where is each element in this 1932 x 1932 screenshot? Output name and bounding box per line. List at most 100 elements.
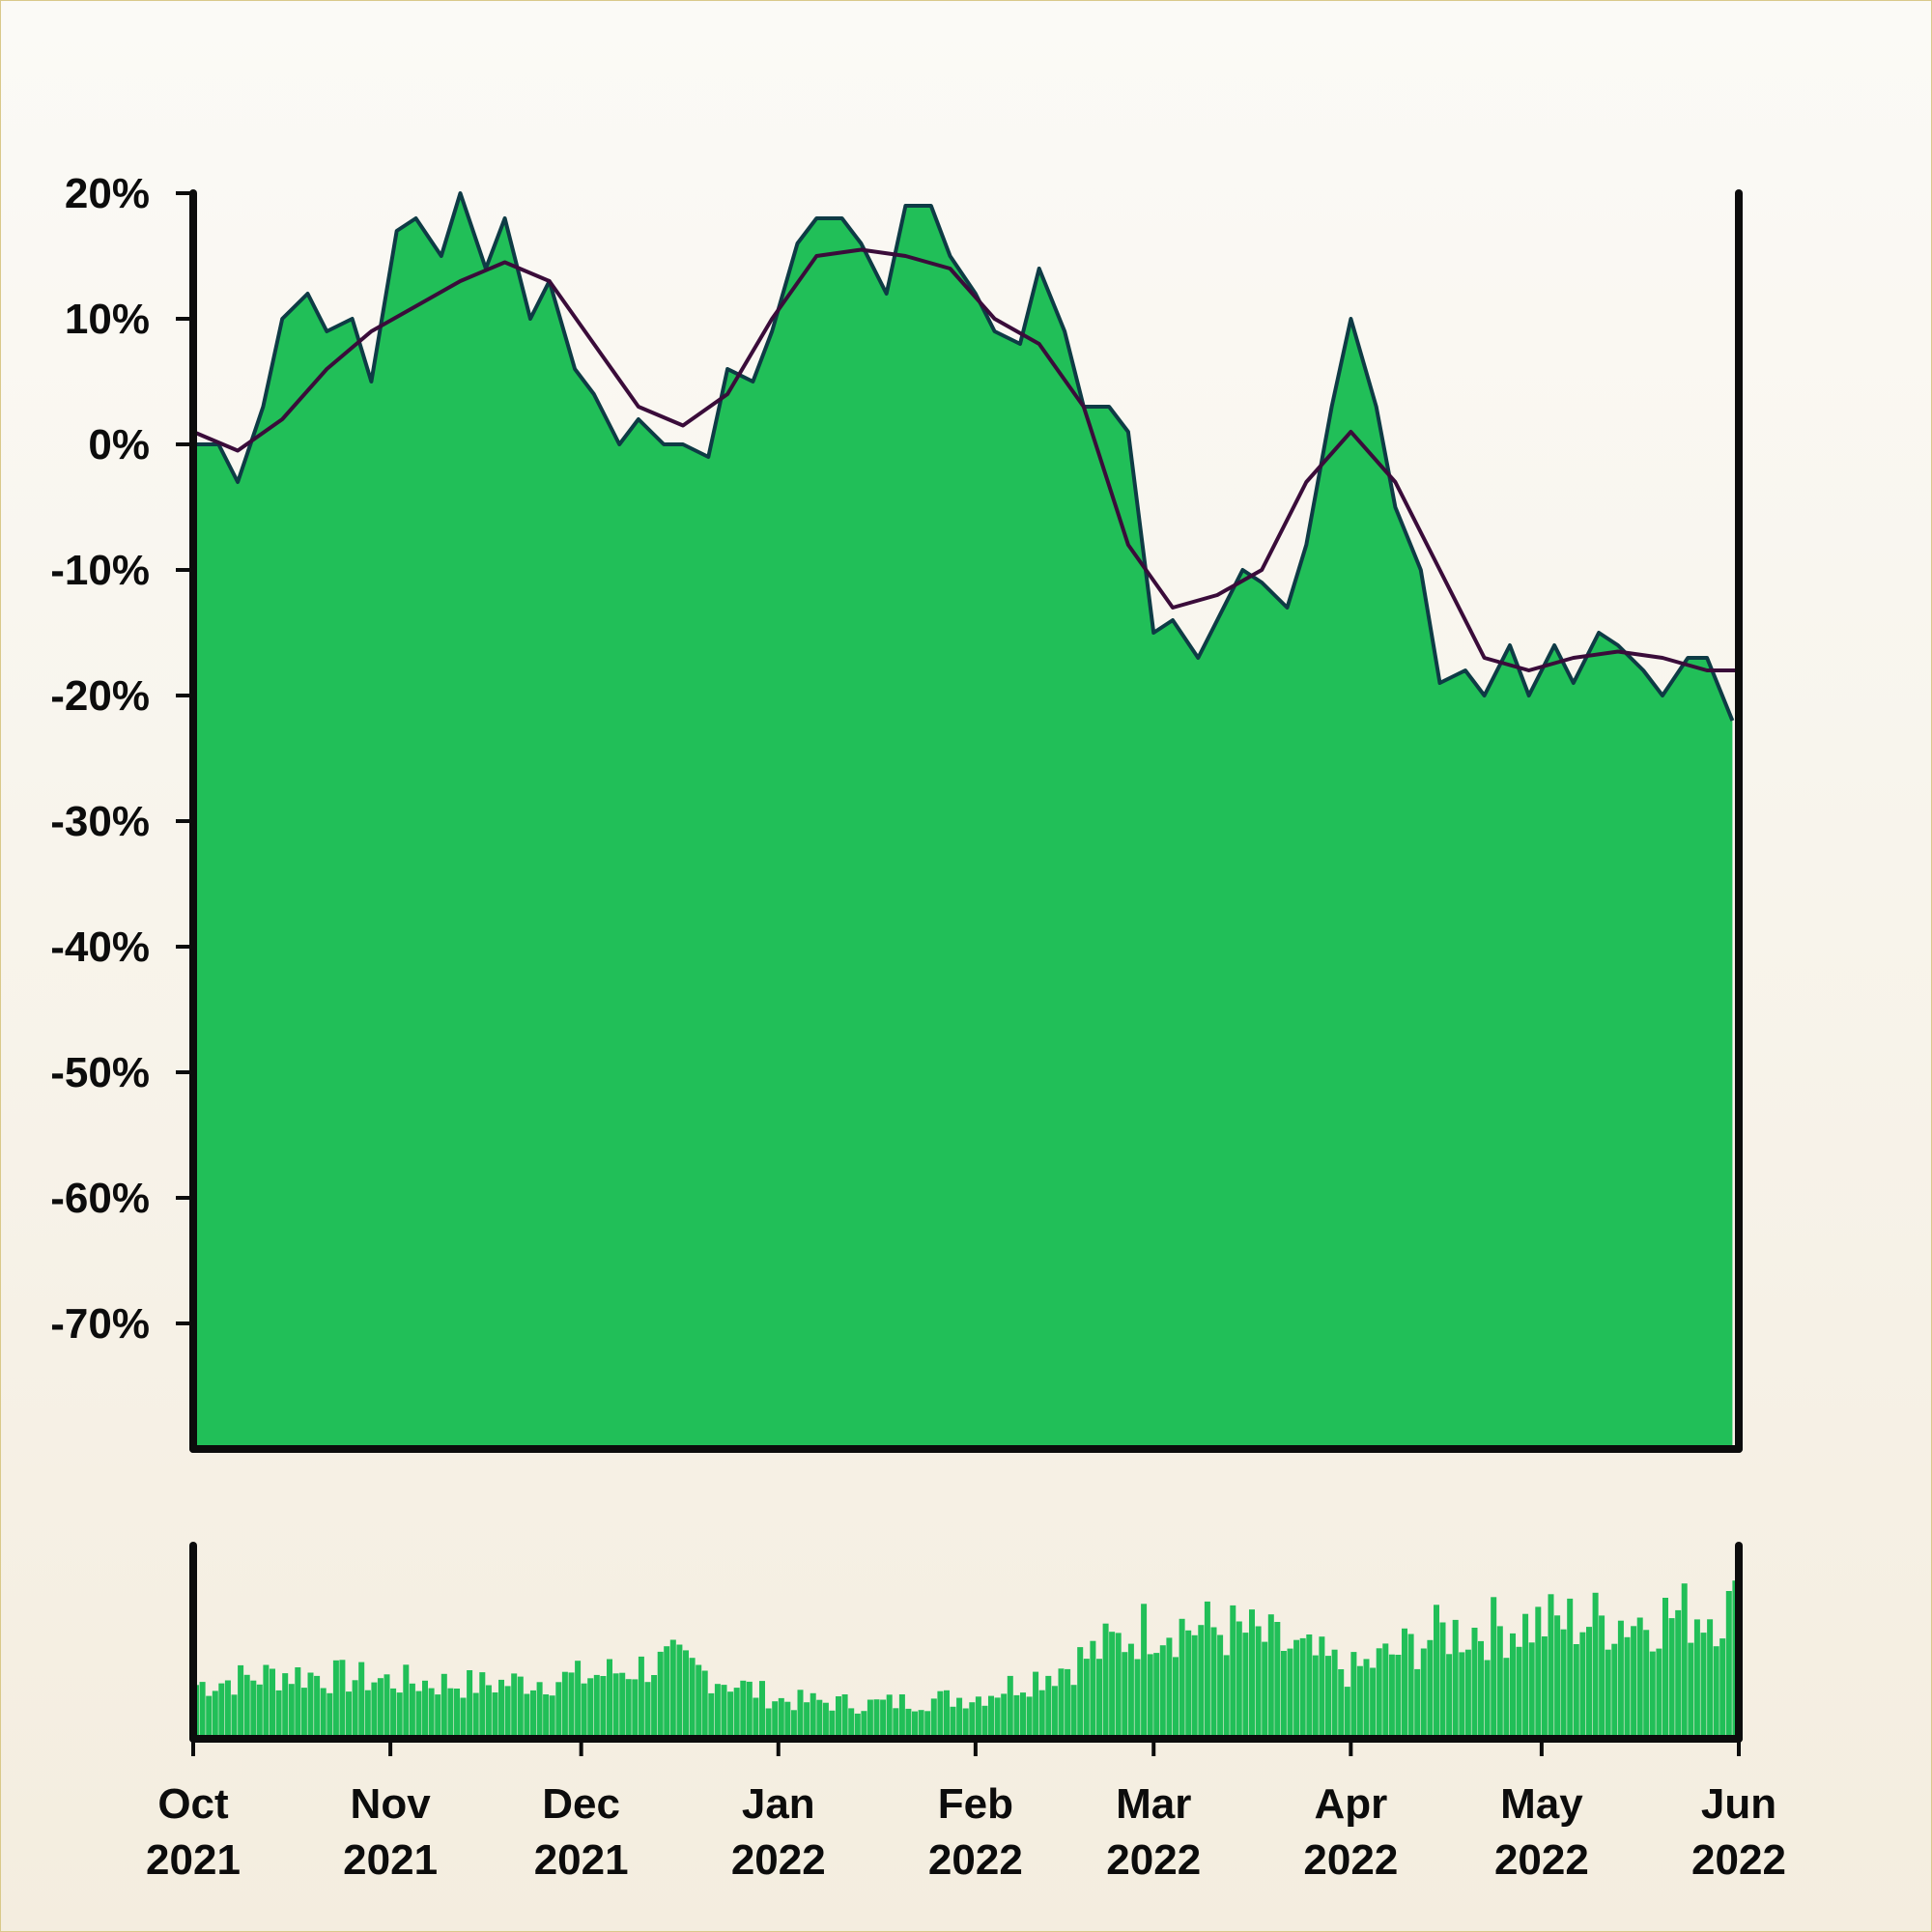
volume-bar bbox=[415, 1690, 422, 1739]
volume-bar bbox=[1033, 1671, 1039, 1739]
volume-bar bbox=[1713, 1646, 1719, 1739]
volume-bar bbox=[676, 1644, 683, 1739]
volume-bar bbox=[1617, 1620, 1624, 1739]
volume-bar bbox=[740, 1680, 747, 1739]
volume-bar bbox=[492, 1692, 498, 1739]
volume-bar bbox=[759, 1681, 765, 1739]
volume-bar bbox=[1446, 1654, 1453, 1739]
volume-bar bbox=[1191, 1634, 1198, 1739]
volume-panel bbox=[189, 1542, 1743, 1743]
volume-bar bbox=[1356, 1665, 1363, 1739]
volume-bar bbox=[243, 1674, 250, 1739]
volume-bar bbox=[1007, 1675, 1013, 1739]
volume-bar bbox=[1510, 1633, 1516, 1739]
volume-bar bbox=[332, 1660, 339, 1739]
volume-bar bbox=[1312, 1655, 1319, 1739]
volume-bar bbox=[1299, 1637, 1306, 1739]
volume-bar bbox=[689, 1658, 696, 1739]
volume-bar bbox=[1478, 1640, 1484, 1739]
volume-bar bbox=[479, 1672, 486, 1739]
y-tick-label: -50% bbox=[50, 1049, 150, 1096]
volume-bar bbox=[1693, 1619, 1700, 1739]
volume-bar bbox=[632, 1679, 639, 1739]
volume-bar bbox=[848, 1708, 855, 1739]
volume-bar bbox=[1001, 1693, 1008, 1739]
x-tick-label-month: Apr bbox=[1314, 1780, 1387, 1828]
volume-bar bbox=[593, 1674, 600, 1739]
x-tick-label-month: May bbox=[1500, 1780, 1583, 1828]
volume-bar bbox=[1350, 1652, 1357, 1739]
volume-bar bbox=[587, 1678, 594, 1739]
volume-bar bbox=[1567, 1598, 1574, 1739]
volume-bar bbox=[250, 1680, 257, 1739]
volume-bar bbox=[612, 1673, 619, 1739]
volume-bar bbox=[218, 1683, 225, 1739]
volume-bar bbox=[524, 1693, 530, 1739]
volume-bar bbox=[1280, 1651, 1287, 1739]
price-area bbox=[193, 193, 1733, 1449]
volume-bar bbox=[1395, 1655, 1402, 1739]
volume-bar bbox=[300, 1688, 307, 1739]
volume-bar bbox=[854, 1713, 861, 1739]
volume-bar bbox=[1522, 1613, 1529, 1739]
x-tick-label-month: Mar bbox=[1116, 1780, 1191, 1828]
volume-bar bbox=[422, 1680, 428, 1739]
volume-bar bbox=[1541, 1636, 1548, 1739]
volume-bar bbox=[1700, 1633, 1707, 1739]
volume-bar bbox=[377, 1678, 384, 1739]
volume-bar bbox=[956, 1697, 963, 1739]
volume-bar bbox=[1255, 1626, 1262, 1739]
volume-bar bbox=[1096, 1659, 1102, 1739]
volume-bar bbox=[327, 1692, 333, 1739]
volume-bar bbox=[1452, 1619, 1459, 1739]
volume-bar bbox=[1662, 1598, 1668, 1739]
volume-bar bbox=[403, 1664, 410, 1739]
volume-bar bbox=[797, 1690, 804, 1739]
volume-bar bbox=[898, 1694, 905, 1739]
y-tick-label: -20% bbox=[50, 672, 150, 720]
volume-bar bbox=[314, 1675, 321, 1739]
volume-bar bbox=[1153, 1653, 1160, 1739]
volume-bar bbox=[1242, 1633, 1249, 1739]
x-tick-label-year: 2022 bbox=[1691, 1836, 1786, 1884]
volume-bar bbox=[1217, 1634, 1224, 1739]
volume-bar bbox=[638, 1656, 644, 1739]
volume-bar bbox=[307, 1672, 314, 1739]
volume-bar bbox=[206, 1695, 213, 1739]
volume-bar bbox=[288, 1684, 295, 1739]
volume-bar bbox=[873, 1699, 880, 1739]
volume-bar bbox=[1464, 1649, 1471, 1739]
volume-bar bbox=[1090, 1640, 1096, 1739]
volume-bar bbox=[1147, 1654, 1153, 1739]
volume-bar bbox=[1624, 1636, 1631, 1739]
y-tick-label: 10% bbox=[65, 296, 150, 343]
volume-bar bbox=[1586, 1627, 1592, 1739]
volume-bar bbox=[352, 1680, 358, 1739]
volume-bar bbox=[358, 1662, 365, 1739]
volume-bar bbox=[1127, 1643, 1134, 1739]
volume-bar bbox=[1605, 1649, 1611, 1739]
y-tick-label: -60% bbox=[50, 1175, 150, 1222]
volume-bar bbox=[988, 1695, 994, 1739]
volume-bar bbox=[836, 1696, 841, 1739]
volume-bar bbox=[969, 1702, 976, 1739]
volume-bar bbox=[1459, 1652, 1465, 1739]
volume-bar bbox=[714, 1684, 721, 1739]
volume-bar bbox=[295, 1667, 301, 1739]
volume-bar bbox=[696, 1664, 702, 1739]
volume-bar bbox=[1496, 1626, 1503, 1739]
price-line bbox=[193, 191, 1735, 722]
volume-bar bbox=[1402, 1628, 1407, 1739]
volume-bar bbox=[1070, 1685, 1077, 1739]
y-axis-ticks: 20% 10% 0% -10% -20% -30% -40% -50% -60% -70% bbox=[50, 170, 193, 1348]
volume-bar bbox=[1554, 1615, 1561, 1739]
volume-bar bbox=[1592, 1592, 1599, 1739]
volume-bar bbox=[504, 1686, 511, 1739]
volume-bar bbox=[600, 1676, 607, 1739]
volume-bar bbox=[893, 1708, 899, 1739]
y-tick-label: 0% bbox=[88, 421, 150, 469]
volume-bar bbox=[472, 1692, 479, 1739]
volume-bar bbox=[1058, 1668, 1065, 1739]
volume-bar bbox=[657, 1651, 664, 1739]
x-tick-label-year: 2021 bbox=[146, 1836, 241, 1884]
